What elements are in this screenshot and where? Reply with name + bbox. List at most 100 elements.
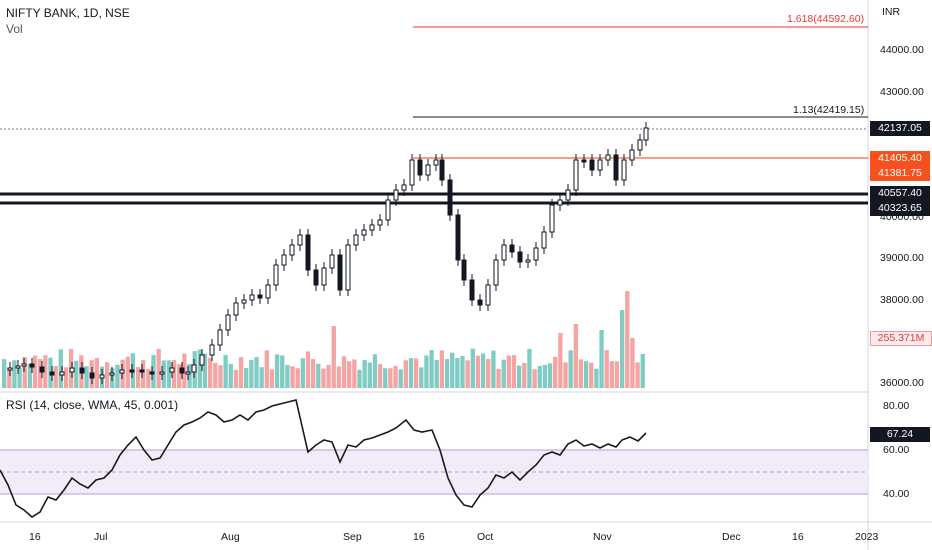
volume-bar (43, 355, 48, 388)
volume-bar (259, 367, 264, 388)
volume-bar (455, 358, 460, 388)
volume-bar (187, 364, 192, 388)
volume-bar (341, 356, 347, 388)
volume-bar (63, 367, 69, 388)
currency-label: INR (882, 6, 901, 18)
volume-bar (120, 359, 125, 388)
volume-bar (558, 333, 563, 388)
volume-bar (38, 359, 43, 388)
candle-body (557, 199, 563, 206)
volume-bar (424, 355, 429, 388)
volume-bar (285, 364, 290, 388)
candle-body (109, 372, 115, 376)
candle-body (191, 364, 197, 373)
time-label: Aug (221, 531, 240, 543)
candle-body (393, 189, 399, 201)
volume-bar (403, 360, 408, 388)
candle-body (129, 369, 135, 373)
volume-bar (475, 355, 481, 388)
volume-bar (604, 350, 609, 388)
volume-bar (470, 348, 475, 388)
volume-bar (269, 369, 275, 388)
volume-bar (336, 366, 342, 388)
volume-bar (74, 360, 79, 388)
volume-bar (522, 363, 527, 388)
volume-bar (501, 359, 506, 388)
volume-bar (434, 359, 439, 388)
volume-bar (408, 358, 414, 388)
candle-body (425, 164, 431, 176)
volume-bar (465, 360, 470, 388)
candle-body (477, 299, 483, 306)
symbol-title[interactable]: NIFTY BANK, 1D, NSE (6, 6, 130, 20)
time-label: 16 (792, 531, 804, 543)
candle-body (573, 159, 579, 191)
candle-body (643, 127, 649, 141)
candle-body (541, 231, 547, 249)
candle-body (257, 294, 263, 299)
volume-bar (506, 355, 511, 388)
candle-body (493, 259, 499, 286)
volume-bar (156, 348, 161, 388)
candle-body (199, 354, 205, 366)
time-label: Sep (343, 531, 362, 543)
volume-bar (357, 369, 362, 388)
volume-bar (362, 360, 367, 388)
volume-bar (166, 360, 172, 388)
candle-body (241, 299, 247, 304)
candle-body (69, 367, 75, 373)
volume-bar (630, 338, 635, 388)
volume-bar (32, 355, 38, 388)
candle-body (621, 159, 627, 181)
time-label: Jul (94, 531, 108, 543)
candle-body (249, 294, 255, 301)
fib-113-label[interactable]: 1.13(42419.15) (793, 104, 865, 116)
candle-body (119, 369, 125, 374)
candle-body (501, 244, 507, 261)
volume-bar (578, 359, 584, 388)
volume-bar (377, 364, 383, 388)
volume-bar (233, 369, 239, 388)
candle-body (89, 372, 95, 379)
volume-bar (326, 364, 331, 388)
volume-bar (105, 362, 110, 388)
candle-body (345, 244, 351, 291)
volume-bar (635, 362, 640, 388)
candle-body (21, 363, 27, 367)
candle-body (385, 199, 391, 221)
rsi-legend[interactable]: RSI (14, close, WMA, 45, 0.001) (6, 398, 179, 412)
price-tick: 43000.00 (880, 86, 924, 98)
volume-bar (53, 366, 58, 388)
time-label: 2023 (855, 531, 879, 543)
volume-bar (321, 368, 326, 388)
rsi-tick: 80.00 (883, 400, 910, 412)
candle-body (533, 247, 539, 261)
candle-body (313, 269, 319, 286)
volume-bar (609, 361, 614, 388)
candle-body (589, 159, 595, 171)
volume-bar (223, 354, 228, 388)
volume-bar (197, 349, 202, 388)
candle-body (7, 367, 13, 371)
candle-body (605, 154, 611, 161)
candle-body (549, 204, 555, 233)
candle-body (455, 214, 461, 261)
volume-bar (594, 368, 599, 388)
candle-body (369, 224, 375, 231)
candle-body (377, 219, 383, 226)
fib-1618-label[interactable]: 1.618(44592.60) (787, 13, 865, 25)
volume-bar (511, 355, 517, 388)
time-label: Dec (722, 531, 741, 543)
volume-bar (491, 350, 496, 388)
candle-body (509, 244, 515, 253)
candle-body (217, 329, 223, 346)
candle-body (447, 179, 453, 216)
candle-body (409, 159, 415, 186)
volume-bar (547, 363, 553, 388)
volume-bar (311, 359, 316, 388)
volume-legend[interactable]: Vol (6, 22, 23, 36)
volume-bar (202, 353, 208, 388)
volume-bar (27, 363, 33, 388)
volume-bar (367, 362, 372, 388)
